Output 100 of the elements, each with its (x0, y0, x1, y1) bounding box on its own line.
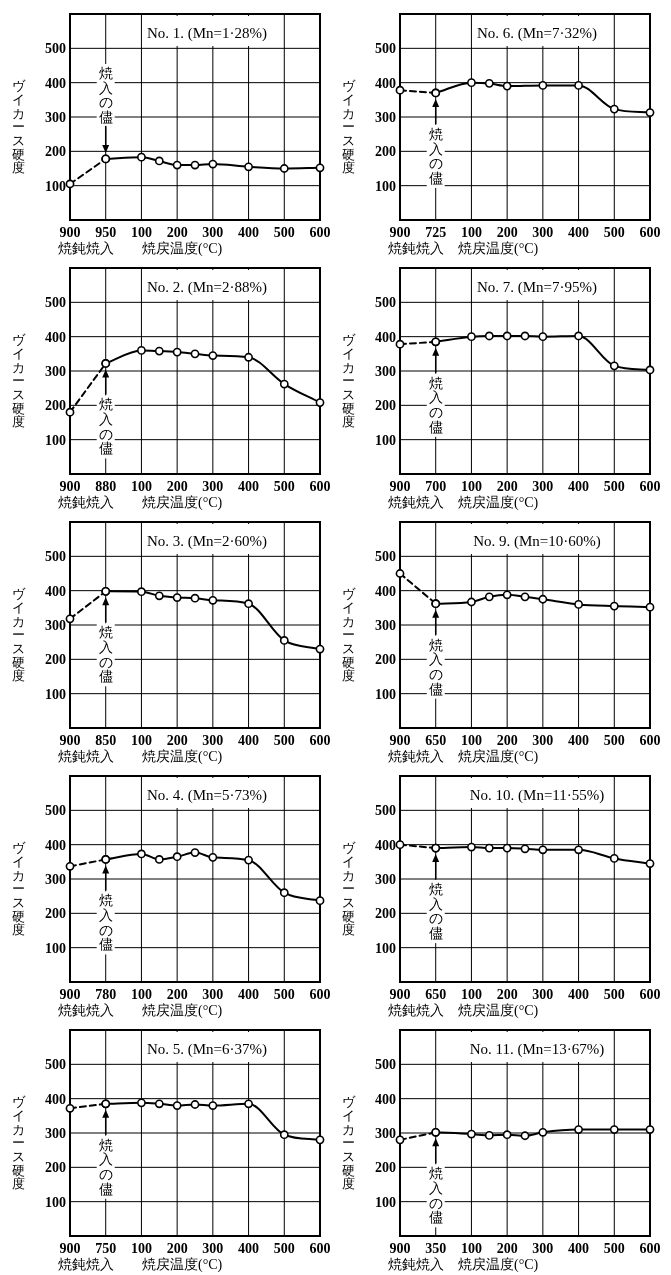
x-tick-label: 600 (309, 987, 331, 1002)
x-tick-label: 500 (273, 733, 295, 748)
x-tick-label: 200 (496, 987, 518, 1002)
point (279, 636, 289, 645)
x-tick-label: 200 (496, 1241, 518, 1256)
point (172, 852, 182, 862)
y-tick-label: 500 (45, 1057, 66, 1073)
annotation: 焼入の儘 (428, 882, 443, 942)
point (574, 331, 583, 341)
x-tick-label: 100 (460, 733, 482, 748)
y-tick-label: 500 (45, 803, 66, 819)
point (244, 352, 253, 362)
point (315, 398, 325, 407)
x-tick-label: 900 (389, 987, 411, 1002)
point (502, 331, 512, 341)
text: No. 6. (Mn=7·32%) (476, 25, 598, 42)
x-tick-label: 600 (309, 733, 331, 748)
x-tick-label: 100 (130, 987, 152, 1002)
y-axis-title: ヴイカース硬度 (11, 332, 26, 430)
y-tick-label: 300 (375, 618, 396, 633)
y-axis-title: ヴイカース硬度 (341, 78, 356, 176)
y-tick-label: 200 (45, 398, 66, 414)
point (154, 1099, 164, 1109)
y-tick-label: 300 (45, 1126, 66, 1141)
x-tick-label: 600 (639, 225, 661, 240)
x-tick-label: 400 (238, 987, 260, 1002)
point (574, 1125, 583, 1134)
y-tick-label: 200 (45, 652, 66, 668)
y-tick-label: 100 (375, 686, 396, 702)
y-tick-label: 300 (375, 364, 396, 379)
point (502, 590, 512, 600)
point (395, 569, 405, 578)
x-tick-label: 600 (309, 479, 331, 494)
point (467, 332, 476, 342)
y-axis-title: ヴイカース硬度 (341, 1094, 356, 1192)
point (172, 593, 182, 602)
x-tick-label: 300 (202, 1241, 224, 1256)
y-tick-label: 200 (375, 144, 396, 160)
y-tick-label: 500 (375, 549, 396, 565)
point (574, 81, 583, 90)
x-tick-label: 600 (309, 225, 331, 240)
x-tick-label: 400 (568, 225, 590, 240)
x-tick-label: 300 (202, 479, 224, 494)
y-tick-label: 400 (45, 75, 66, 91)
y-tick-label: 500 (45, 41, 66, 57)
point (137, 346, 146, 355)
point (208, 159, 218, 169)
point (502, 843, 512, 853)
x-tick-label: 100 (460, 987, 482, 1002)
point (172, 347, 182, 357)
y-axis-title: ヴイカース硬度 (11, 1094, 26, 1192)
y-tick-label: 400 (45, 583, 66, 599)
x-tick-label: 600 (639, 479, 661, 494)
x-tick-label: 900 (389, 1241, 411, 1256)
x-tick-label: 500 (273, 1241, 295, 1256)
annotation: 焼入の儘 (428, 1166, 443, 1226)
point (65, 179, 75, 189)
x-tick-label: 100 (130, 479, 152, 494)
y-tick-label: 100 (375, 1194, 396, 1210)
x-tick-label: 400 (238, 225, 260, 240)
point (467, 1129, 476, 1139)
x-axis-title: 焼鈍焼入 焼戻温度(°C) (58, 1257, 223, 1273)
x-tick-label: 350 (425, 1241, 447, 1256)
y-tick-label: 200 (375, 906, 396, 922)
point (609, 1125, 619, 1134)
x-tick-label: 500 (603, 1241, 625, 1256)
x-tick-label: 600 (639, 733, 661, 748)
x-tick-label: 725 (425, 225, 447, 240)
x-tick-label: 400 (568, 987, 590, 1002)
y-tick-label: 500 (45, 549, 66, 565)
x-tick-label: 900 (389, 225, 411, 240)
point (395, 339, 405, 349)
point (137, 587, 146, 597)
x-tick-label: 200 (496, 733, 518, 748)
x-tick-label: 200 (166, 733, 188, 748)
x-tick-label: 100 (460, 1241, 482, 1256)
y-tick-label: 100 (375, 940, 396, 956)
y-tick-label: 200 (45, 144, 66, 160)
x-tick-label: 300 (532, 479, 554, 494)
text: No. 1. (Mn=1·28%) (146, 25, 268, 42)
x-axis-title: 焼鈍焼入 焼戻温度(°C) (58, 495, 223, 511)
point (395, 840, 405, 850)
x-tick-label: 400 (568, 479, 590, 494)
x-tick-label: 500 (273, 479, 295, 494)
point (538, 81, 548, 90)
point (395, 85, 405, 95)
annotation: 焼入の儘 (98, 1137, 113, 1197)
x-tick-label: 100 (460, 479, 482, 494)
point (538, 594, 548, 604)
text: No. 10. (Mn=11·55%) (469, 787, 605, 804)
point (574, 600, 583, 609)
x-tick-label: 200 (166, 479, 188, 494)
point (65, 861, 75, 871)
point (244, 599, 253, 609)
x-tick-label: 600 (639, 987, 661, 1002)
text: No. 2. (Mn=2·88%) (146, 279, 268, 296)
x-tick-label: 100 (130, 733, 152, 748)
y-tick-label: 100 (375, 178, 396, 194)
annotation: 焼入の儘 (428, 375, 443, 435)
point (65, 1103, 75, 1113)
